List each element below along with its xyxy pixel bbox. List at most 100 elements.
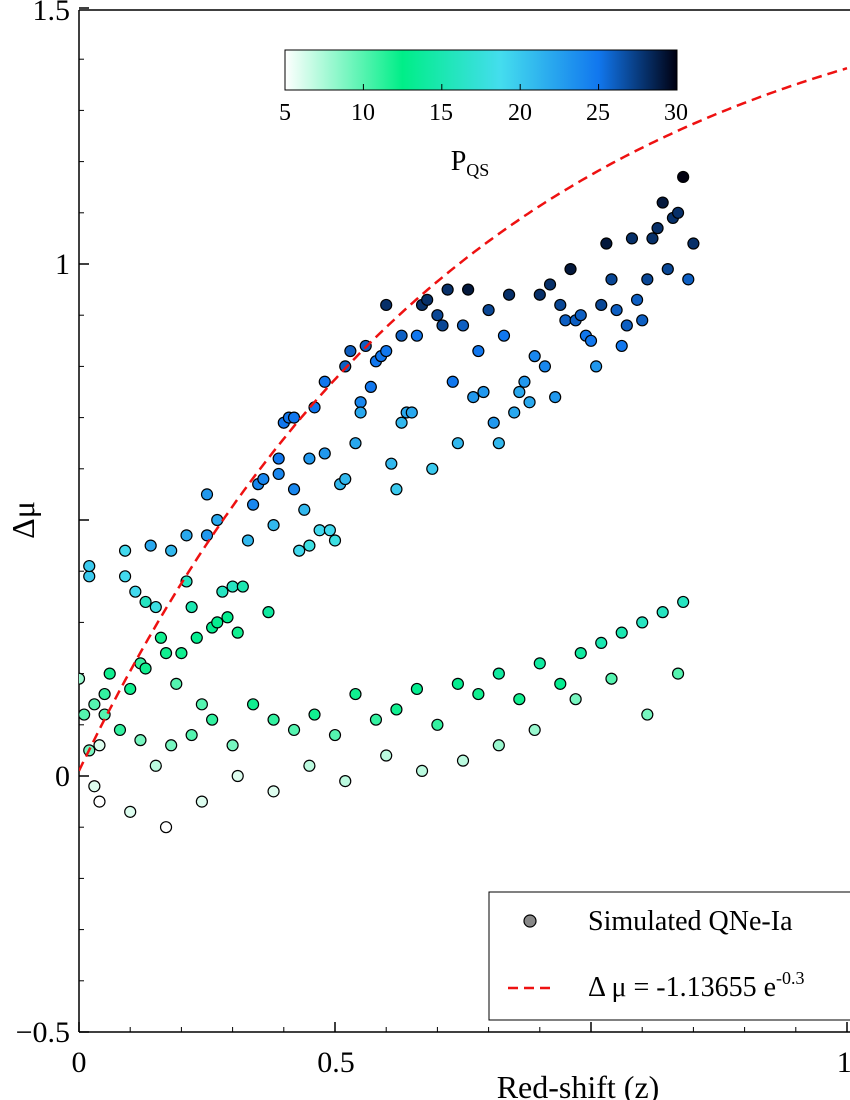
data-point	[134, 734, 147, 747]
data-point	[246, 698, 260, 711]
data-point	[118, 544, 132, 557]
data-point	[610, 303, 623, 317]
data-point	[656, 196, 669, 209]
data-point	[487, 416, 500, 429]
data-point	[671, 667, 685, 680]
data-point	[303, 452, 316, 465]
data-point	[502, 288, 516, 301]
data-point	[410, 682, 424, 696]
data-point	[93, 739, 106, 752]
data-point	[221, 611, 234, 624]
data-point	[267, 785, 280, 798]
data-point	[124, 682, 137, 696]
data-point	[339, 472, 352, 486]
data-point	[533, 288, 546, 301]
plot-area	[78, 7, 850, 1033]
data-point	[293, 544, 306, 557]
y-tick-label: −0.5	[16, 1016, 70, 1049]
data-point	[149, 600, 162, 614]
x-tick-label: 1.	[837, 1046, 850, 1079]
data-point	[113, 723, 127, 737]
data-point	[682, 273, 695, 286]
data-point	[472, 344, 485, 358]
data-point	[139, 662, 152, 675]
data-point	[395, 416, 408, 429]
data-point	[226, 739, 239, 752]
data-point	[390, 483, 403, 496]
data-point	[605, 273, 618, 286]
data-point	[79, 708, 91, 721]
data-point	[308, 708, 321, 721]
x-ticks	[78, 1022, 848, 1032]
data-point	[195, 698, 208, 711]
data-point	[431, 718, 444, 731]
data-point	[513, 385, 526, 399]
data-point	[118, 570, 132, 583]
data-point	[328, 728, 342, 742]
data-point	[543, 278, 557, 291]
data-point	[687, 237, 700, 250]
data-point	[497, 329, 511, 342]
data-point	[574, 309, 587, 322]
data-point	[298, 503, 311, 516]
data-point	[211, 616, 224, 629]
data-point	[287, 483, 301, 496]
data-point	[641, 708, 654, 721]
data-point	[344, 344, 357, 358]
data-point	[339, 775, 352, 788]
data-point	[559, 314, 572, 327]
legend-box	[488, 891, 850, 1021]
data-point	[272, 452, 285, 465]
data-point	[236, 580, 249, 593]
data-point	[180, 529, 193, 542]
data-point	[625, 232, 639, 245]
data-point	[436, 319, 449, 332]
data-point	[380, 344, 393, 358]
data-point	[595, 298, 608, 312]
data-point	[380, 298, 393, 312]
data-point	[267, 713, 280, 726]
data-point	[477, 385, 490, 399]
data-point	[538, 360, 552, 373]
data-point	[303, 539, 316, 552]
data-point	[287, 411, 301, 424]
data-point	[431, 309, 444, 322]
data-point	[241, 534, 255, 547]
data-point	[395, 329, 408, 342]
data-point	[405, 406, 418, 419]
data-point	[257, 472, 270, 486]
x-tick-label: 0.5	[317, 1046, 355, 1079]
data-point	[318, 375, 331, 388]
data-point	[165, 544, 178, 557]
data-point	[492, 667, 505, 680]
data-point	[380, 749, 393, 762]
data-point	[492, 437, 505, 450]
colorbar-tick-label: 25	[586, 100, 610, 126]
data-point	[641, 273, 654, 286]
data-point	[369, 713, 383, 726]
data-point	[313, 524, 326, 537]
data-point	[93, 795, 106, 808]
colorbar-tick-label: 30	[664, 100, 688, 126]
data-point	[508, 406, 521, 419]
data-point	[533, 657, 546, 670]
data-point	[677, 595, 690, 609]
colorbar-ticks	[284, 84, 678, 90]
data-point	[287, 723, 301, 737]
data-point	[528, 350, 541, 363]
data-point	[528, 723, 541, 737]
data-point	[154, 631, 168, 644]
data-point	[600, 237, 613, 250]
x-tick-label: 0	[72, 1046, 87, 1079]
data-point	[180, 575, 193, 588]
data-point	[103, 667, 116, 680]
data-point	[390, 703, 403, 716]
data-point	[456, 754, 470, 767]
data-point	[88, 780, 101, 793]
data-point	[615, 626, 628, 639]
data-point	[83, 559, 96, 573]
data-point	[226, 580, 239, 593]
x-tick-labels: 0 0.5 1.	[72, 1046, 850, 1079]
data-point	[584, 334, 598, 347]
